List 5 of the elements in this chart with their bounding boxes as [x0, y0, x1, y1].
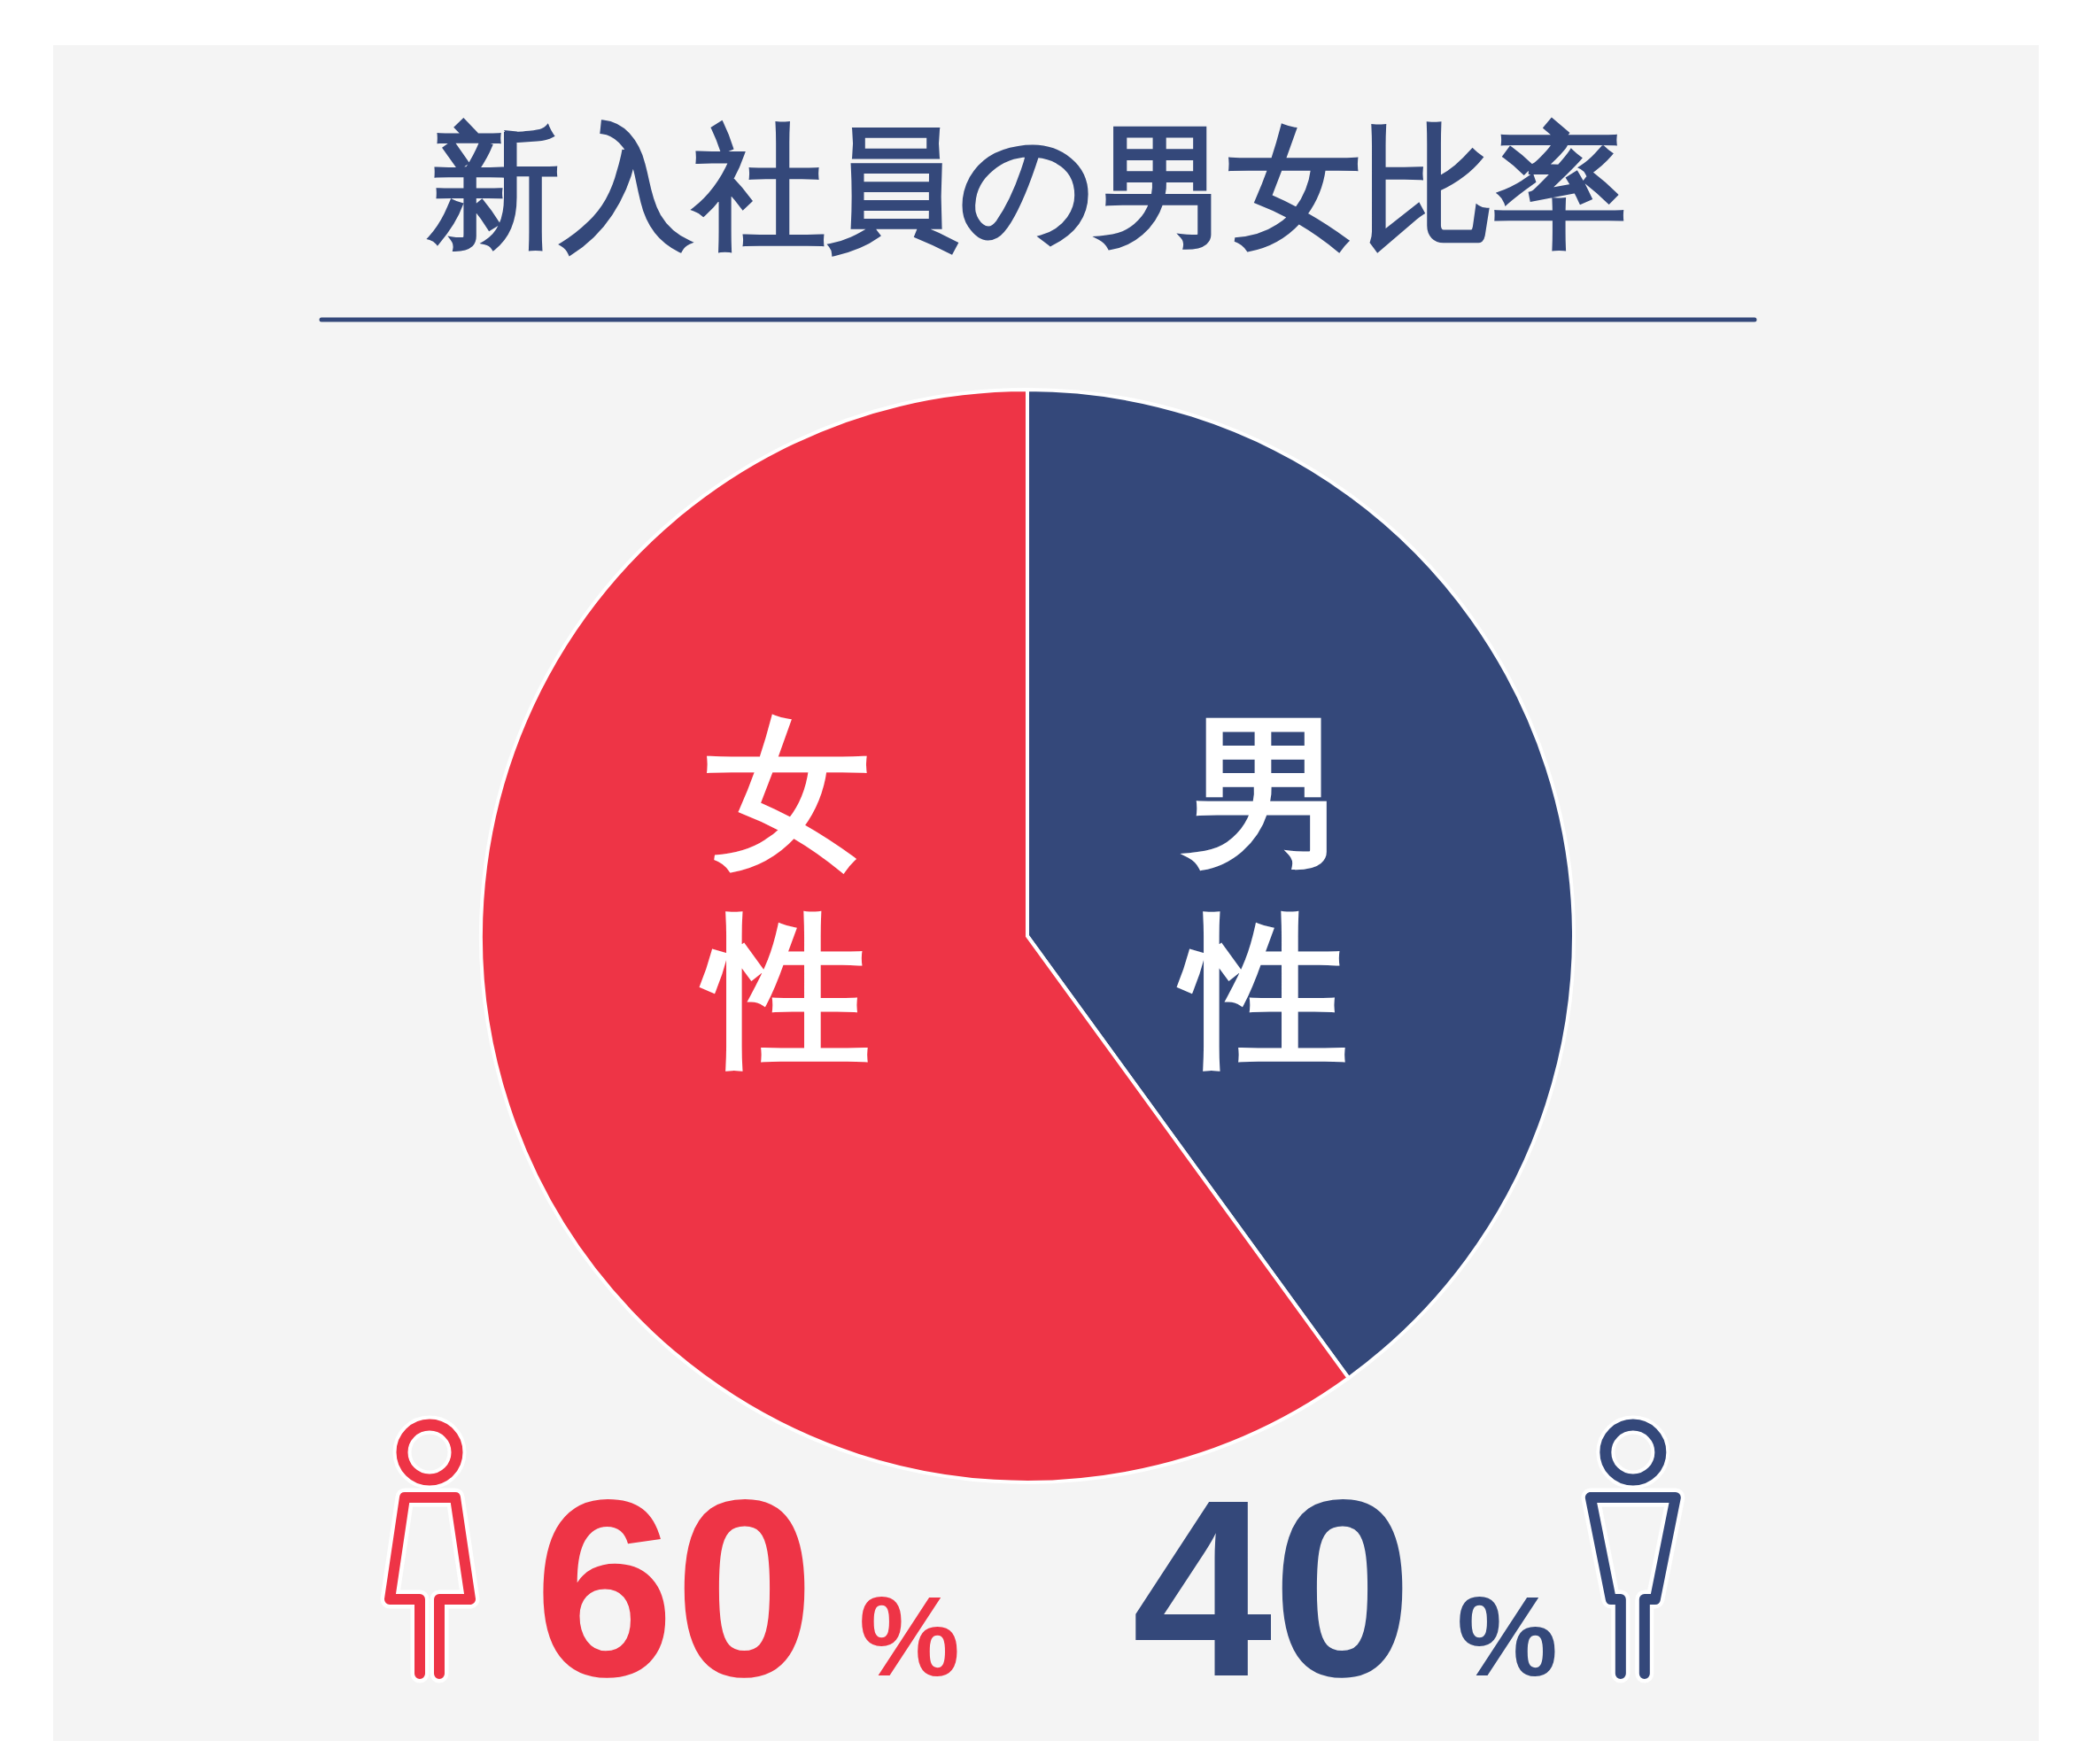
- slice-label: 女性: [700, 694, 878, 1089]
- title: 新入社員の男女比率: [428, 112, 1627, 261]
- value-label: 60%: [534, 1447, 960, 1729]
- value-label: 40%: [1132, 1447, 1558, 1729]
- slice-label: 男性: [1177, 694, 1355, 1089]
